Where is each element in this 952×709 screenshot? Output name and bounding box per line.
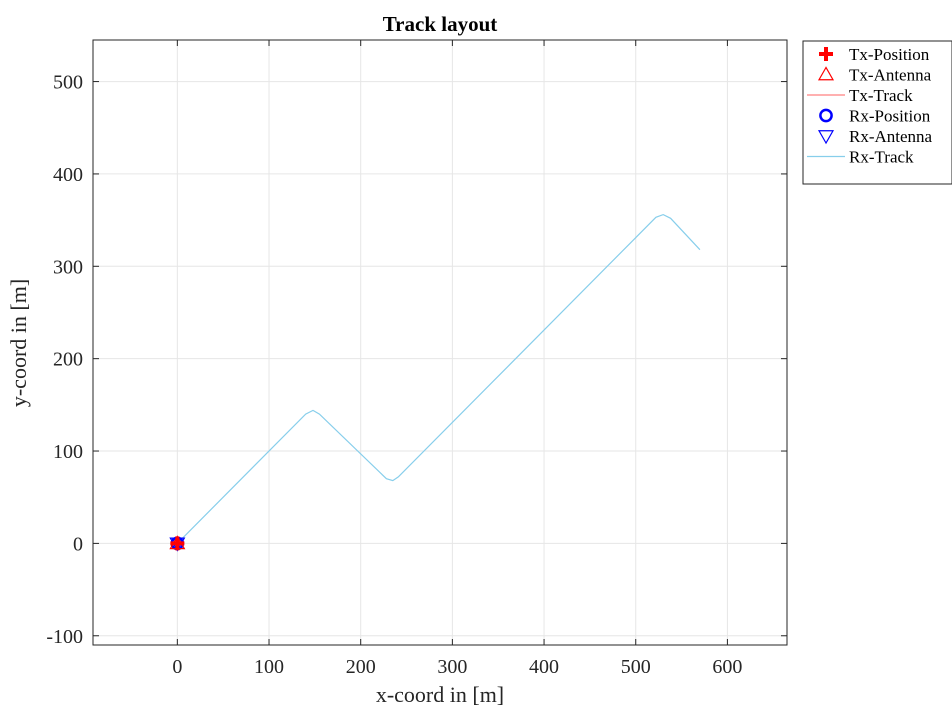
- y-tick-label: 300: [53, 256, 83, 278]
- x-tick-label: 0: [172, 656, 182, 678]
- x-tick-label: 600: [712, 656, 742, 678]
- x-tick-label: 200: [346, 656, 376, 678]
- y-tick-label: 200: [53, 349, 83, 371]
- legend-tx-antenna-label: Tx-Antenna: [849, 66, 932, 85]
- x-tick-label: 500: [621, 656, 651, 678]
- grid: [93, 40, 787, 645]
- legend-rx-position-label: Rx-Position: [849, 107, 931, 126]
- rx-track-line: [176, 213, 701, 544]
- x-tick-label: 100: [254, 656, 284, 678]
- legend-tx-position-swatch: [819, 47, 833, 61]
- y-tick-label: 500: [53, 72, 83, 94]
- legend-tx-antenna-swatch: [817, 66, 835, 81]
- tx-position-marker: [170, 536, 185, 551]
- x-tick-label: 400: [529, 656, 559, 678]
- x-tick-label: 300: [437, 656, 467, 678]
- y-axis-label: y-coord in [m]: [6, 279, 31, 407]
- plot-area: [93, 40, 787, 645]
- series-layer: [169, 213, 701, 552]
- chart-title: Track layout: [383, 12, 498, 36]
- legend-rx-antenna-label: Rx-Antenna: [849, 127, 933, 146]
- ticks: 0 100 200 300 400 500 600 -100 0 100 200 300 400 500: [46, 40, 787, 678]
- legend-tx-position-label: Tx-Position: [849, 45, 930, 64]
- y-tick-label: 100: [53, 441, 83, 463]
- y-tick-label: 0: [73, 533, 83, 555]
- legend-tx-track-label: Tx-Track: [849, 86, 913, 105]
- legend-box: [802, 40, 952, 185]
- legend-rx-antenna-swatch: [817, 130, 835, 145]
- legend-rx-track-label: Rx-Track: [849, 148, 914, 167]
- x-axis-label: x-coord in [m]: [376, 682, 504, 707]
- y-tick-label: -100: [46, 626, 83, 648]
- legend-rx-position-swatch: [819, 108, 833, 123]
- y-tick-label: 400: [53, 164, 83, 186]
- axes-frame: [92, 39, 788, 646]
